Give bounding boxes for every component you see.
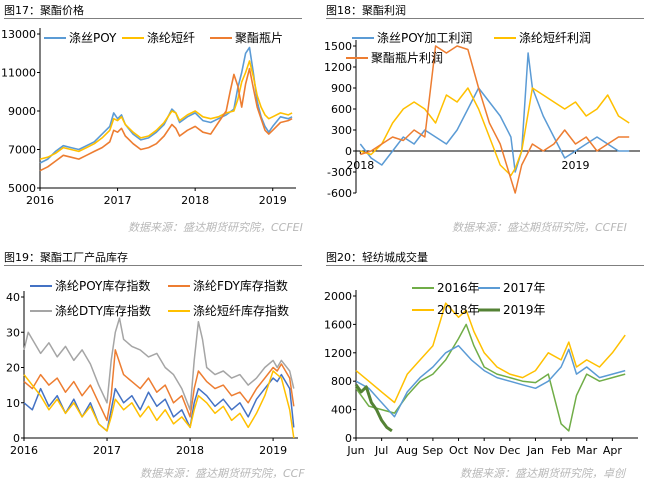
- series-line-3: [23, 370, 295, 439]
- y-tick-label: 40: [6, 291, 20, 304]
- series-line-0: [359, 52, 630, 173]
- y-tick-label: 800: [331, 375, 352, 388]
- x-tick-label: Jan: [526, 444, 544, 457]
- series-line-0: [355, 323, 626, 432]
- x-tick-label: Sep: [423, 444, 444, 457]
- y-tick-label: 900: [331, 82, 352, 95]
- series-line-3: [354, 383, 393, 433]
- series-line-1: [360, 87, 630, 177]
- series-line-1: [355, 344, 626, 418]
- y-tick-label: 0: [13, 432, 20, 445]
- y-tick-label: 1500: [324, 40, 352, 53]
- legend-label: 2017年: [503, 281, 546, 295]
- y-tick-label: 11000: [1, 67, 36, 80]
- series-line-2: [23, 317, 295, 411]
- panel-17-rule: [4, 18, 302, 19]
- x-tick-label: 2016: [26, 194, 54, 207]
- x-tick-label: 2019: [561, 159, 589, 172]
- y-tick-label: 5000: [8, 182, 36, 195]
- legend-label: 聚酯瓶片: [235, 31, 283, 45]
- x-tick-label: Aug: [397, 444, 418, 457]
- legend-label: 涤纶DTY库存指数: [55, 303, 151, 318]
- y-tick-label: 300: [331, 124, 352, 137]
- x-tick-label: 2017: [93, 444, 121, 457]
- figure-19-title: 图19：聚酯工厂产品库存: [4, 251, 128, 264]
- y-tick-label: 2000: [324, 290, 352, 303]
- legend-label: 涤纶POY库存指数: [55, 278, 150, 293]
- series-line-2: [355, 302, 626, 404]
- y-tick-label: 400: [331, 404, 352, 417]
- legend-label: 涤纶FDY库存指数: [193, 278, 288, 293]
- series-line-1: [23, 349, 295, 422]
- x-tick-label: 2018: [176, 444, 204, 457]
- legend-label: 涤丝POY: [69, 31, 117, 45]
- x-tick-label: Jun: [346, 444, 364, 457]
- y-tick-label: 1200: [324, 61, 352, 74]
- legend-label: 2019年: [503, 303, 546, 317]
- figure-20-title: 图20：轻纺城成交量: [326, 251, 428, 264]
- panel-19-rule: [4, 265, 302, 266]
- legend-label: 涤丝POY加工利润: [377, 31, 472, 45]
- x-tick-label: 2017: [104, 194, 132, 207]
- y-tick-label: 0: [345, 145, 352, 158]
- x-tick-label: Mar: [576, 444, 597, 457]
- x-tick-label: 2018: [346, 159, 374, 172]
- series-line-2: [39, 67, 293, 172]
- legend-label: 涤纶短纤: [147, 31, 195, 45]
- y-tick-label: 10: [6, 397, 20, 410]
- x-tick-label: Nov: [473, 444, 495, 457]
- x-tick-label: Oct: [449, 444, 469, 457]
- figure-20-source: 数据来源：盛达期货研究院，卓创: [460, 467, 625, 480]
- x-tick-label: 2016: [10, 444, 38, 457]
- y-tick-label: -600: [327, 187, 352, 200]
- x-tick-label: Feb: [551, 444, 570, 457]
- legend-label: 聚酯瓶片利润: [371, 51, 443, 65]
- panel-18-rule: [326, 18, 644, 19]
- x-tick-label: Dec: [499, 444, 520, 457]
- figure-19-source: 数据来源：盛达期货研究院，CCF: [140, 467, 305, 480]
- x-tick-label: 2018: [181, 194, 209, 207]
- legend-label: 涤纶短纤库存指数: [193, 303, 289, 318]
- x-tick-label: Apr: [603, 444, 623, 457]
- series-line-2: [360, 45, 630, 194]
- y-tick-label: 0: [345, 432, 352, 445]
- series-line-0: [23, 373, 295, 432]
- legend-label: 涤纶短纤利润: [519, 31, 591, 45]
- legend-label: 2018年: [437, 303, 480, 317]
- y-tick-label: 9000: [8, 105, 36, 118]
- series-line-1: [39, 60, 293, 160]
- figure-17-source: 数据来源：盛达期货研究院，CCFEI: [128, 221, 303, 234]
- legend-label: 2016年: [437, 281, 480, 295]
- x-tick-label: 2019: [259, 194, 287, 207]
- y-tick-label: 13000: [1, 28, 36, 41]
- y-tick-label: 20: [6, 362, 20, 375]
- y-tick-label: 1200: [324, 347, 352, 360]
- y-tick-label: 600: [331, 103, 352, 116]
- figure-17-title: 图17：聚酯价格: [4, 4, 84, 17]
- y-tick-label: 1600: [324, 318, 352, 331]
- y-tick-label: 7000: [8, 144, 36, 157]
- y-tick-label: -300: [327, 166, 352, 179]
- panel-20-rule: [326, 265, 644, 266]
- x-tick-label: 2019: [259, 444, 287, 457]
- y-tick-label: 30: [6, 326, 20, 339]
- figure-18-source: 数据来源：盛达期货研究院，CCFEI: [452, 221, 627, 234]
- figure-18-title: 图18：聚酯利润: [326, 4, 406, 17]
- x-tick-label: Jul: [374, 444, 388, 457]
